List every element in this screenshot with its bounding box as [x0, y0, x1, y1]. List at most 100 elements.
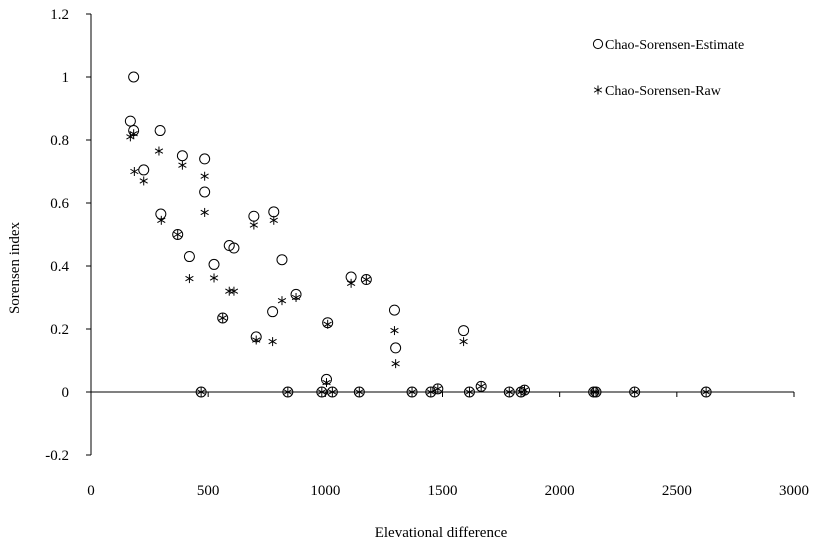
estimate-point	[217, 312, 229, 324]
asterisk-stroke	[209, 275, 219, 281]
asterisk-stroke	[701, 389, 711, 395]
raw-point	[391, 359, 400, 369]
legend-marker-estimate	[592, 38, 604, 50]
asterisk-stroke	[178, 162, 187, 168]
asterisk-stroke	[154, 148, 164, 154]
estimate-point	[700, 386, 712, 398]
y-tick-label: 0.8	[50, 133, 69, 149]
y-tick-label: 0.4	[50, 259, 69, 275]
asterisk-stroke	[129, 131, 138, 137]
asterisk-stroke	[200, 173, 209, 179]
x-axis-title: Elevational difference	[375, 525, 508, 541]
raw-point	[465, 387, 474, 397]
raw-point	[252, 335, 261, 345]
asterisk-stroke	[291, 294, 301, 301]
raw-point	[323, 319, 332, 329]
asterisk-stroke	[426, 389, 435, 395]
asterisk-stroke	[173, 231, 182, 238]
asterisk-stroke	[229, 288, 239, 294]
asterisk-stroke	[268, 338, 277, 345]
estimate-point	[590, 386, 602, 398]
asterisk-stroke	[459, 338, 468, 345]
estimate-point	[276, 254, 288, 266]
y-tick-label: -0.2	[45, 448, 69, 464]
raw-point	[362, 275, 371, 285]
raw-point	[322, 378, 331, 388]
raw-point	[185, 274, 194, 284]
raw-point	[520, 385, 529, 395]
estimate-point	[629, 386, 641, 398]
x-tick-label: 2500	[662, 483, 692, 499]
estimate-point	[588, 386, 600, 398]
raw-point	[126, 132, 135, 142]
raw-point	[178, 160, 187, 170]
raw-point	[701, 387, 711, 397]
asterisk-stroke	[200, 209, 209, 216]
estimate-point	[316, 386, 328, 398]
asterisk-stroke	[277, 297, 287, 304]
asterisk-stroke	[157, 217, 166, 224]
asterisk-stroke	[130, 168, 139, 175]
y-tick-label: 0.6	[50, 196, 69, 212]
asterisk-stroke	[505, 389, 514, 395]
legend-label-raw: Chao-Sorensen-Raw	[605, 84, 722, 99]
asterisk-stroke	[218, 315, 227, 321]
raw-point	[225, 286, 234, 296]
x-axis-ticks: 0 500 1000 1500 2000 2500 3000	[87, 392, 809, 499]
raw-point	[268, 337, 277, 347]
estimate-point	[326, 386, 338, 398]
estimate-point	[267, 306, 279, 318]
legend-marker-raw	[593, 85, 603, 95]
raw-point	[505, 387, 514, 397]
estimate-point	[282, 386, 294, 398]
estimate-point	[388, 304, 400, 316]
raw-point	[283, 387, 293, 397]
asterisk-stroke	[407, 389, 417, 395]
raw-point	[433, 384, 442, 394]
asterisk-stroke	[249, 222, 259, 228]
legend: Chao-Sorensen-Estimate Chao-Sorensen-Raw	[592, 38, 744, 99]
estimate-point	[432, 383, 444, 395]
estimate-point	[360, 274, 372, 286]
estimate-point	[172, 229, 184, 240]
raw-point	[346, 278, 356, 288]
asterisk-stroke	[477, 383, 486, 390]
raw-point	[591, 387, 601, 397]
raw-point	[459, 337, 468, 347]
estimate-point	[176, 150, 188, 162]
raw-point	[249, 220, 259, 230]
asterisk-stroke	[593, 87, 603, 93]
asterisk-stroke	[520, 387, 529, 393]
raw-point	[477, 381, 486, 391]
estimate-point	[128, 71, 140, 83]
estimate-point	[124, 115, 136, 127]
asterisk-stroke	[346, 280, 356, 287]
estimate-point	[248, 210, 260, 222]
estimate-point	[138, 164, 150, 176]
raw-point	[229, 286, 239, 296]
x-tick-label: 2000	[545, 483, 575, 499]
asterisk-stroke	[355, 389, 364, 395]
estimate-point	[475, 380, 487, 392]
estimate-point	[406, 386, 418, 398]
x-tick-label: 3000	[779, 483, 809, 499]
raw-point	[317, 387, 326, 397]
raw-point	[291, 293, 301, 302]
raw-point	[407, 387, 417, 397]
asterisk-stroke	[185, 275, 194, 282]
y-tick-label: 0.2	[50, 322, 69, 338]
asterisk-stroke	[317, 389, 326, 395]
asterisk-stroke	[269, 217, 278, 224]
estimate-point	[458, 325, 470, 337]
raw-point	[157, 215, 166, 225]
asterisk-stroke	[323, 321, 332, 327]
asterisk-stroke	[591, 389, 601, 395]
asterisk-stroke	[322, 379, 331, 386]
x-tick-label: 1500	[428, 483, 458, 499]
estimate-point	[268, 206, 280, 218]
raw-point	[200, 207, 209, 217]
asterisk-stroke	[433, 386, 442, 392]
estimate-point	[425, 386, 437, 398]
asterisk-stroke	[630, 389, 639, 395]
